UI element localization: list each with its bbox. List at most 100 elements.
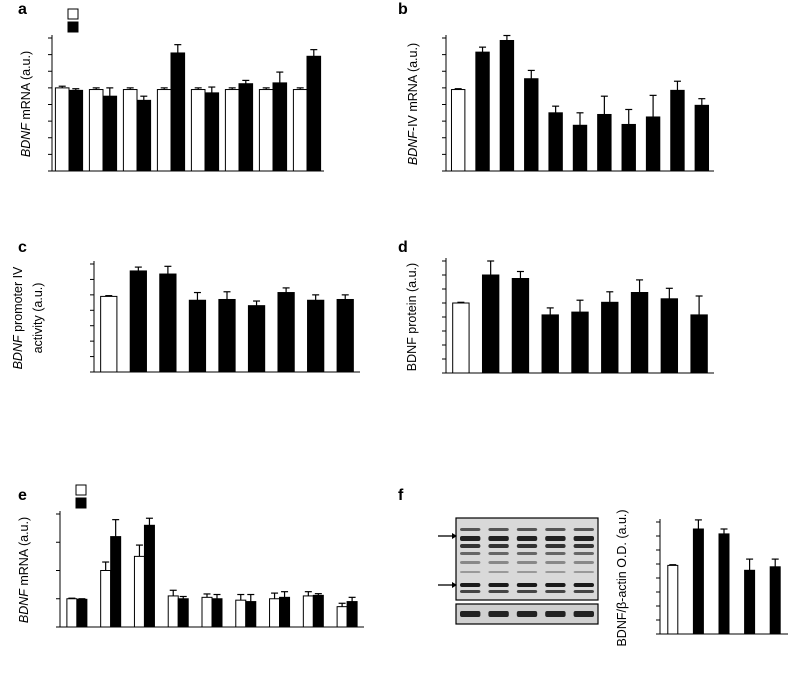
legend-swatch-1 xyxy=(67,21,79,33)
bar-a-2-s1 xyxy=(136,99,152,172)
bar-c-1 xyxy=(129,270,147,373)
bar-e-0-s1 xyxy=(76,598,88,628)
blot-band-bdnf xyxy=(488,583,509,587)
bar-b-3 xyxy=(524,78,539,172)
bar-a-3-s0 xyxy=(156,89,172,172)
y-axis-label-text: -IV mRNA (a.u.) xyxy=(406,43,420,131)
bar-b-6 xyxy=(597,113,612,172)
bar-b-5 xyxy=(572,124,588,172)
bar-f-2 xyxy=(718,533,730,635)
bar-d-7 xyxy=(660,298,679,374)
blot-band xyxy=(488,571,509,573)
blot-band xyxy=(545,561,566,564)
blot-band-actin xyxy=(488,611,509,617)
bar-c-8 xyxy=(336,298,354,373)
y-axis-label: BDNF promoter IV xyxy=(11,266,25,369)
bar-d-2 xyxy=(511,278,530,374)
bar-a-4-s0 xyxy=(190,89,206,172)
chart-panel-d: d BDNF protein (a.u.) xyxy=(398,239,714,374)
blot-band xyxy=(488,544,509,548)
bar-a-6-s1 xyxy=(272,82,288,172)
chart-panel-a: a BDNF mRNA (a.u.) xyxy=(18,1,324,172)
blot-band-bdnf xyxy=(545,583,566,587)
legend-swatch-1 xyxy=(75,497,87,509)
bar-e-8-s0 xyxy=(336,606,348,628)
legend-swatch-0 xyxy=(67,8,79,20)
bar-e-8-s1 xyxy=(346,601,358,628)
y-axis-label-italic: BDNF xyxy=(406,130,420,165)
y-axis-label: BDNF protein (a.u.) xyxy=(405,263,419,371)
bar-e-6-s0 xyxy=(269,598,281,628)
blot-band xyxy=(573,552,594,555)
bar-d-4 xyxy=(571,311,589,374)
bar-d-1 xyxy=(481,274,500,374)
bar-e-0-s0 xyxy=(66,598,78,628)
blot-band-bdnf xyxy=(516,583,538,587)
bar-b-10 xyxy=(694,104,710,172)
blot-band xyxy=(460,552,481,555)
y-axis-label-text: BDNF protein (a.u.) xyxy=(405,263,419,371)
bar-b-0 xyxy=(450,89,466,172)
y-axis-label-text: promoter IV xyxy=(11,266,25,335)
blot-band xyxy=(573,590,594,593)
bar-d-5 xyxy=(601,301,619,374)
panel-letter-c: c xyxy=(18,239,27,256)
blot-band xyxy=(460,561,481,564)
bar-a-4-s1 xyxy=(204,92,220,172)
bar-e-7-s0 xyxy=(302,595,314,628)
blot-band xyxy=(460,571,481,573)
y-axis-label-italic: BDNF xyxy=(19,122,33,157)
blot-band xyxy=(573,528,594,531)
panel-letter-a: a xyxy=(18,1,27,18)
blot-band xyxy=(516,561,538,564)
blot-band xyxy=(545,571,566,573)
bar-e-2-s1 xyxy=(143,524,155,628)
blot-band-actin xyxy=(573,611,594,617)
bar-f-0 xyxy=(667,564,679,635)
bar-b-8 xyxy=(645,116,661,172)
bar-a-7-s1 xyxy=(306,55,322,172)
y-axis-label-text: mRNA (a.u.) xyxy=(17,517,31,589)
blot-band-bdnf xyxy=(460,583,481,587)
bar-b-1 xyxy=(475,51,490,172)
chart-panel-c: c BDNF promoter IV activity (a.u.) xyxy=(11,239,360,373)
bar-e-3-s1 xyxy=(177,598,189,628)
bar-e-2-s0 xyxy=(133,555,145,628)
bar-d-0 xyxy=(452,302,470,374)
blot-arrow-head xyxy=(452,533,457,539)
bar-c-2 xyxy=(159,273,177,373)
bar-a-5-s0 xyxy=(224,89,240,172)
bar-a-2-s0 xyxy=(122,89,138,172)
bar-e-1-s1 xyxy=(110,536,122,628)
chart-panel-e: e BDNF mRNA (a.u.) xyxy=(17,484,364,628)
blot-band xyxy=(488,590,509,593)
blot-band xyxy=(488,561,509,564)
panel-letter-e: e xyxy=(18,487,27,504)
bar-f-4 xyxy=(769,566,781,635)
blot-band xyxy=(488,528,509,531)
chart-panel-f: f BDNF/β-actin O.D. (a.u.) xyxy=(398,487,788,647)
bar-b-9 xyxy=(670,89,685,172)
chart-panel-b: b BDNF-IV mRNA (a.u.) xyxy=(398,1,714,172)
bar-e-5-s0 xyxy=(235,599,247,628)
bar-b-4 xyxy=(548,112,563,172)
bar-c-4 xyxy=(218,298,236,373)
blot-band xyxy=(488,536,509,541)
y-axis-label: BDNF mRNA (a.u.) xyxy=(17,517,31,623)
blot-band xyxy=(573,561,594,564)
bar-c-5 xyxy=(247,305,266,373)
y-axis-label-text: mRNA (a.u.) xyxy=(19,51,33,123)
blot-band xyxy=(573,544,594,548)
y-axis-label-text: BDNF/β-actin O.D. (a.u.) xyxy=(615,509,629,646)
bar-e-4-s0 xyxy=(201,596,213,628)
bar-a-0-s0 xyxy=(54,87,70,172)
bar-e-6-s1 xyxy=(279,596,291,628)
bar-c-3 xyxy=(188,299,207,373)
blot-band-actin xyxy=(460,611,481,617)
blot-band xyxy=(516,571,538,573)
bar-e-5-s1 xyxy=(245,601,257,628)
bar-c-7 xyxy=(307,299,325,373)
blot-band xyxy=(573,571,594,573)
blot-band xyxy=(460,590,481,593)
